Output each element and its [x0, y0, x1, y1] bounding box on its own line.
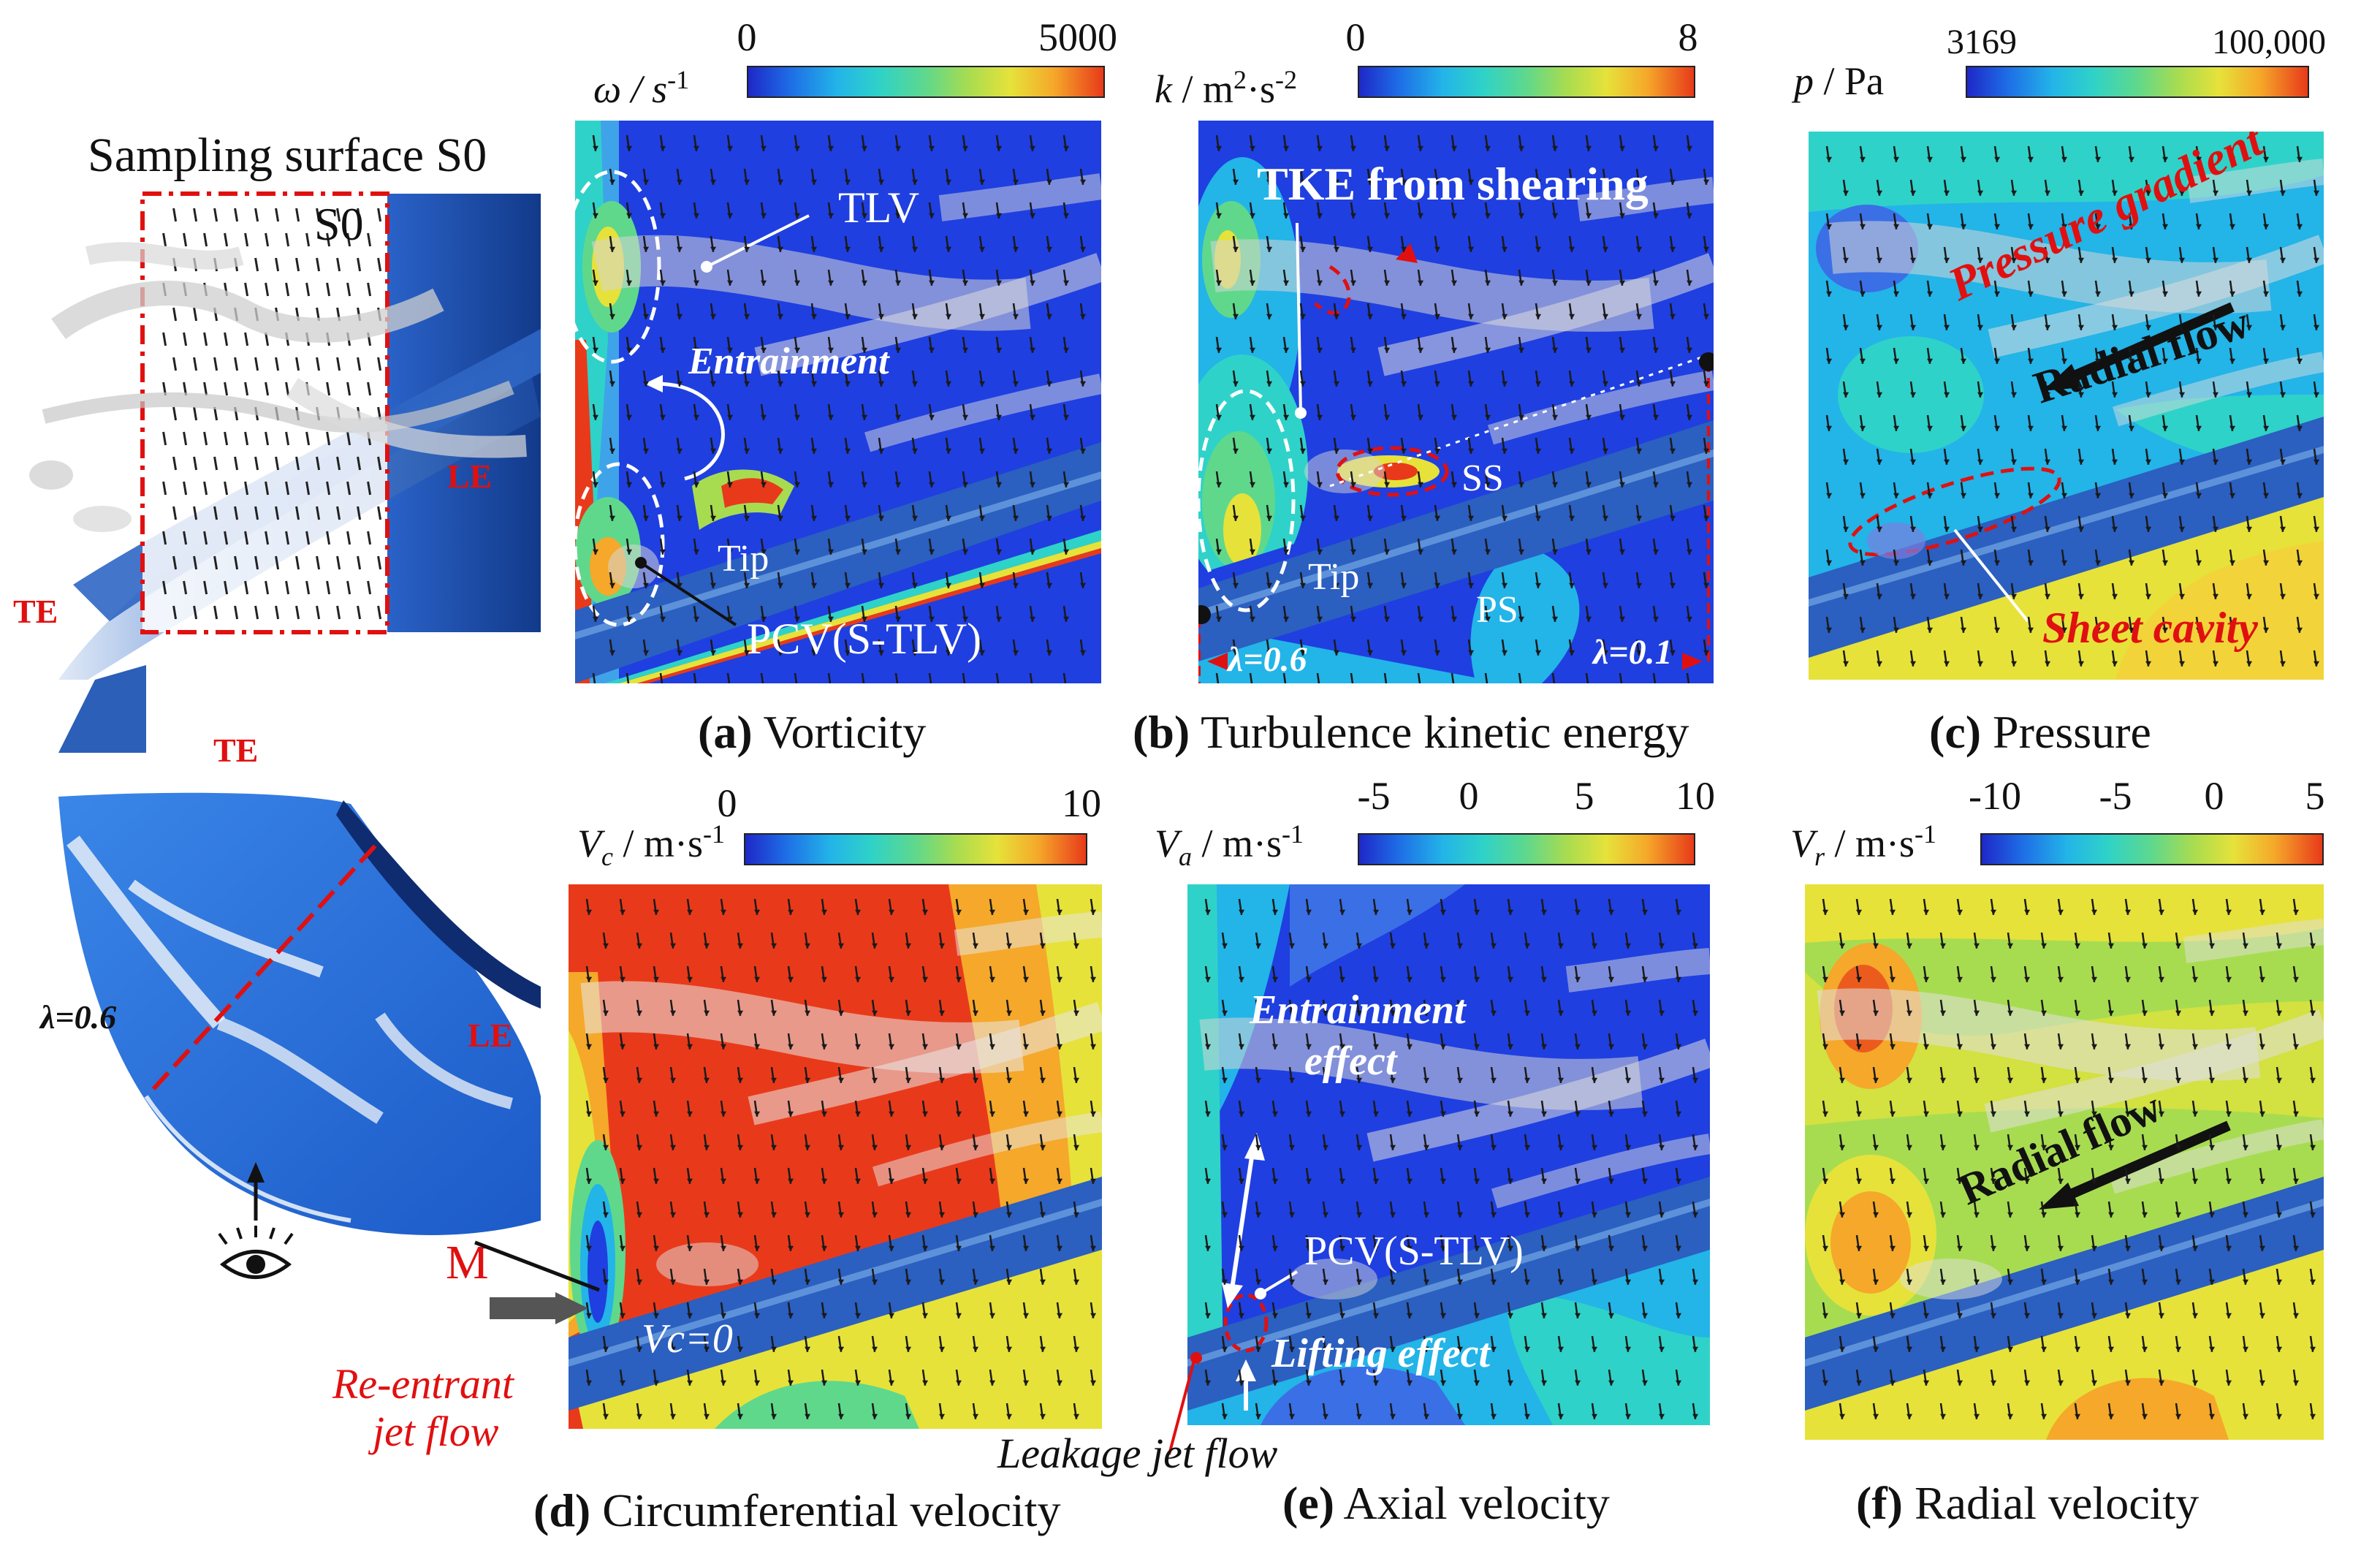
colorbar-a-tick-1: 5000: [1038, 15, 1117, 59]
te-label-bottom: TE: [213, 732, 259, 769]
colorbar-d-tick-1: 10: [1062, 781, 1101, 825]
colorbar-f-tick-3: 5: [2305, 774, 2325, 818]
colorbar-f: [1980, 833, 2324, 865]
colorbar-c: [1966, 66, 2309, 98]
annotation-pcv: PCV(S-TLV): [747, 615, 982, 663]
annotation-reentrant-1: Re-entrant: [332, 1360, 514, 1408]
colorbar-label-c: p / Pa: [1794, 59, 1885, 103]
annotation-tlv: TLV: [838, 183, 920, 232]
caption-d: (d) Circumferential velocity: [533, 1484, 1061, 1536]
colorbar-a-tick-0: 0: [737, 15, 757, 59]
panel-a-vorticity: TLV Entrainment Tip PCV(S-TLV): [575, 121, 1101, 683]
colorbar-label-b: k / m2·s-2: [1155, 65, 1297, 111]
annotation-ps: PS: [1476, 589, 1518, 631]
te-label-top: TE: [13, 593, 58, 630]
annotation-lambda-01: λ=0.1: [1593, 633, 1673, 672]
panel-b-tke: TKE from shearing SS Tip PS λ=0.6 λ=0.1: [1198, 121, 1714, 683]
colorbar-e-tick-3: 10: [1676, 774, 1715, 818]
colorbar-e-tick-0: -5: [1357, 774, 1391, 818]
caption-c: (c) Pressure: [1929, 706, 2151, 758]
left-schematic: Sampling surface S0 S0 TE LE TE LE λ=0.6: [0, 110, 555, 1352]
annotation-vc0: Vc=0: [642, 1316, 733, 1362]
annotation-tip: Tip: [718, 538, 769, 580]
annotation-lambda-06: λ=0.6: [1228, 640, 1307, 679]
schematic-figure: [29, 191, 541, 1279]
panel-d-circumferential: Vc=0: [569, 884, 1102, 1429]
colorbar-label-a: ω / s-1: [593, 65, 690, 111]
eye-icon: [218, 1226, 294, 1279]
colorbar-d: [744, 833, 1087, 865]
caption-f: (f) Radial velocity: [1856, 1477, 2200, 1529]
colorbar-f-tick-0: -10: [1969, 774, 2021, 818]
annotation-lifting: Lifting effect: [1271, 1331, 1491, 1376]
annotation-entrainment-1: Entrainment: [1250, 987, 1466, 1033]
colorbar-label-d: Vc / m·s-1: [577, 819, 725, 871]
annotation-reentrant-2: jet flow: [373, 1408, 499, 1455]
le-label-bottom: LE: [468, 1017, 513, 1054]
annotation-tke: TKE from shearing: [1257, 158, 1649, 210]
d-pointers: [474, 1240, 600, 1324]
colorbar-e: [1358, 833, 1695, 865]
annotation-entrainment-2: effect: [1304, 1039, 1397, 1084]
lambda-label: λ=0.6: [40, 998, 117, 1036]
e-leakage-pointer: [1168, 1357, 1196, 1455]
panel-f-radial: Radial flow: [1805, 884, 2324, 1440]
colorbar-c-tick-1: 100,000: [2212, 23, 2326, 61]
panel-e-axial: Entrainment effect PCV(S-TLV) Lifting ef…: [1187, 884, 1710, 1425]
colorbar-label-e: Va / m·s-1: [1155, 819, 1304, 871]
annotation-sheet-cavity: Sheet cavity: [2042, 604, 2258, 652]
caption-e: (e) Axial velocity: [1282, 1477, 1610, 1529]
annotation-tip-b: Tip: [1308, 556, 1360, 598]
colorbar-label-f: Vr / m·s-1: [1790, 819, 1937, 871]
annotation-ss: SS: [1461, 458, 1504, 499]
colorbar-b-tick-0: 0: [1345, 15, 1366, 59]
colorbar-e-tick-1: 0: [1459, 774, 1479, 818]
sampling-surface-title: Sampling surface S0: [88, 129, 487, 182]
caption-a: (a) Vorticity: [698, 706, 927, 758]
le-label-top: LE: [447, 458, 493, 495]
panel-c-pressure: Pressure gradient Radial flow Sheet cavi…: [1809, 132, 2324, 680]
s0-label: S0: [314, 198, 364, 250]
colorbar-b: [1358, 66, 1695, 98]
annotation-leakage: Leakage jet flow: [997, 1430, 1278, 1477]
annotation-entrainment: Entrainment: [688, 341, 889, 382]
colorbar-c-tick-0: 3169: [1947, 23, 2017, 61]
caption-b: (b) Turbulence kinetic energy: [1133, 706, 1689, 758]
colorbar-f-tick-1: -5: [2099, 774, 2132, 818]
colorbar-f-tick-2: 0: [2204, 774, 2224, 818]
annotation-pcv-e: PCV(S-TLV): [1304, 1229, 1524, 1274]
colorbar-e-tick-2: 5: [1574, 774, 1594, 818]
colorbar-d-tick-0: 0: [717, 781, 737, 825]
colorbar-a: [747, 66, 1105, 98]
colorbar-b-tick-1: 8: [1678, 15, 1698, 59]
